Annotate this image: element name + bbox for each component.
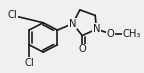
Text: O: O [78,44,86,54]
Text: N: N [69,19,76,29]
Text: Cl: Cl [24,58,34,68]
Text: N: N [93,24,100,34]
Text: Cl: Cl [8,10,17,20]
Text: O: O [107,29,114,39]
Text: CH₃: CH₃ [122,29,141,39]
